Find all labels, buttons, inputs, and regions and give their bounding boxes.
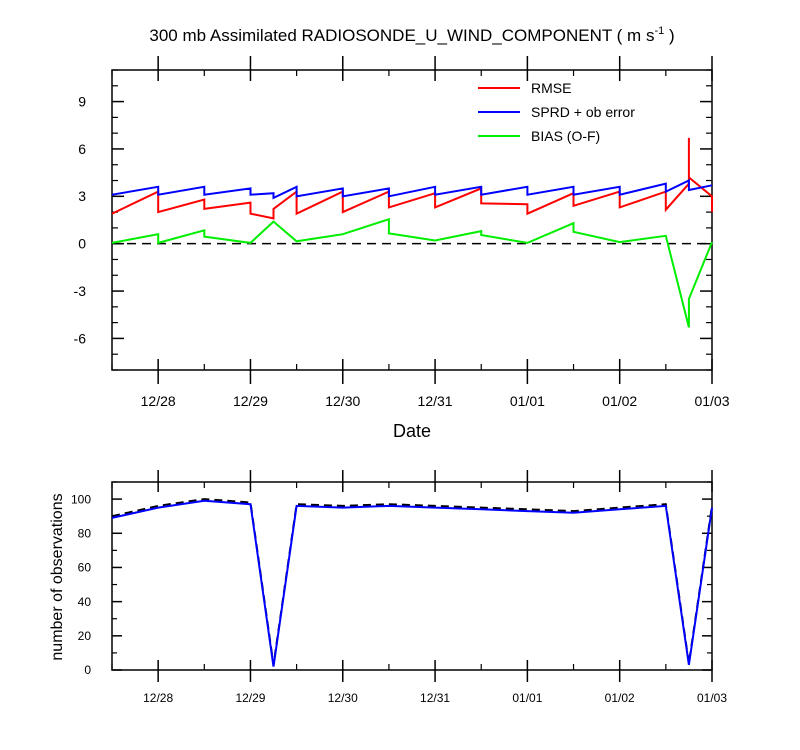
y-tick-label: 80 [78, 526, 92, 540]
x-tick-label: 12/29 [233, 393, 268, 409]
y-tick-label: 40 [78, 595, 92, 609]
chart-title-main: 300 mb Assimilated RADIOSONDE_U_WIND_COM… [149, 26, 654, 45]
bottom-chart: 12/28 12/29 12/30 12/31 01/01 01/02 01/03 0 20 40… [71, 470, 727, 705]
x-tick-label: 12/30 [328, 691, 358, 705]
series-line-bias-o-f [111, 217, 713, 328]
chart-title-superscript: -1 [654, 25, 664, 37]
series-line-used [111, 499, 713, 667]
x-tick-label: 01/02 [602, 393, 637, 409]
y-axis-label: number of observations [49, 493, 66, 660]
x-tick-label: 12/29 [235, 691, 265, 705]
x-tick-label: 01/01 [512, 691, 542, 705]
x-tick-label: 12/30 [325, 393, 360, 409]
y-tick-label: 0 [78, 236, 86, 252]
x-tick-label: 12/31 [420, 691, 450, 705]
chart-title: 300 mb Assimilated RADIOSONDE_U_WIND_COM… [149, 25, 674, 45]
x-axis-label: Date [393, 421, 431, 441]
y-tick-label: 0 [84, 663, 91, 677]
series-line-rmse [111, 137, 713, 220]
y-tick-label: -3 [74, 283, 87, 299]
y-tick-label: -6 [74, 330, 87, 346]
chart-title-end: ) [664, 26, 674, 45]
legend-label: SPRD + ob error [531, 104, 635, 120]
legend-label: BIAS (O-F) [531, 128, 600, 144]
legend-label: RMSE [531, 80, 571, 96]
y-tick-label: 3 [78, 188, 86, 204]
x-tick-label: 01/03 [697, 691, 727, 705]
series-line-sprd-ob-error [111, 178, 713, 200]
x-tick-label: 01/01 [510, 393, 545, 409]
series-line-possible [111, 498, 713, 666]
top-chart: 12/28 12/29 12/30 12/31 01/01 01/02 01/03 -6 -3 0… [74, 56, 730, 409]
plot-frame [111, 69, 713, 371]
plot-frame [111, 481, 713, 671]
x-tick-label: 01/03 [694, 393, 729, 409]
x-tick-label: 12/31 [418, 393, 453, 409]
x-tick-label: 12/28 [141, 393, 176, 409]
y-tick-label: 20 [78, 629, 92, 643]
y-tick-label: 9 [78, 93, 86, 109]
y-tick-label: 100 [71, 492, 91, 506]
x-tick-label: 12/28 [143, 691, 173, 705]
y-tick-label: 60 [78, 561, 92, 575]
x-tick-label: 01/02 [605, 691, 635, 705]
y-tick-label: 6 [78, 141, 86, 157]
